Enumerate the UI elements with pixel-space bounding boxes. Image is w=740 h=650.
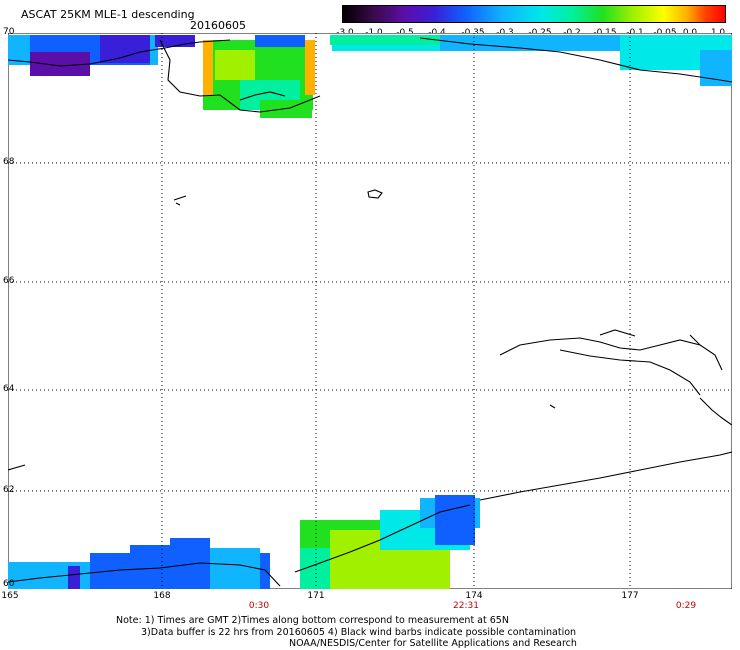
color-scale-bar <box>342 5 726 23</box>
latitude-label: 70 <box>3 27 15 37</box>
map-date: 20160605 <box>190 19 246 32</box>
longitude-label: 168 <box>153 591 171 601</box>
latitude-label: 66 <box>3 276 15 286</box>
map-frame <box>8 33 732 589</box>
longitude-label: 165 <box>1 591 19 601</box>
longitude-label: 171 <box>307 591 325 601</box>
wind-data-swath-south <box>8 495 480 589</box>
graticule <box>8 33 732 589</box>
latitude-label: 68 <box>3 157 15 167</box>
footnote-line-2: 3)Data buffer is 22 hrs from 20160605 4)… <box>141 627 577 638</box>
longitude-label: 174 <box>465 591 483 601</box>
footnote-line-3: NOAA/NESDIS/Center for Satellite Applica… <box>289 638 577 649</box>
footnote-line-1: Note: 1) Times are GMT 2)Times along bot… <box>116 615 509 626</box>
swath-time-label: 0:30 <box>248 601 270 611</box>
latitude-label: 64 <box>3 384 15 394</box>
longitude-label: 177 <box>621 591 639 601</box>
wind-data-swath-northwest <box>8 35 315 118</box>
latitude-label: 60 <box>3 579 15 589</box>
swath-time-label: 22:31 <box>453 601 479 611</box>
map-title: ASCAT 25KM MLE-1 descending <box>21 8 195 21</box>
coastlines <box>8 37 732 587</box>
latitude-label: 62 <box>3 485 15 495</box>
swath-time-label: 0:29 <box>675 601 697 611</box>
map-plot <box>8 33 732 589</box>
